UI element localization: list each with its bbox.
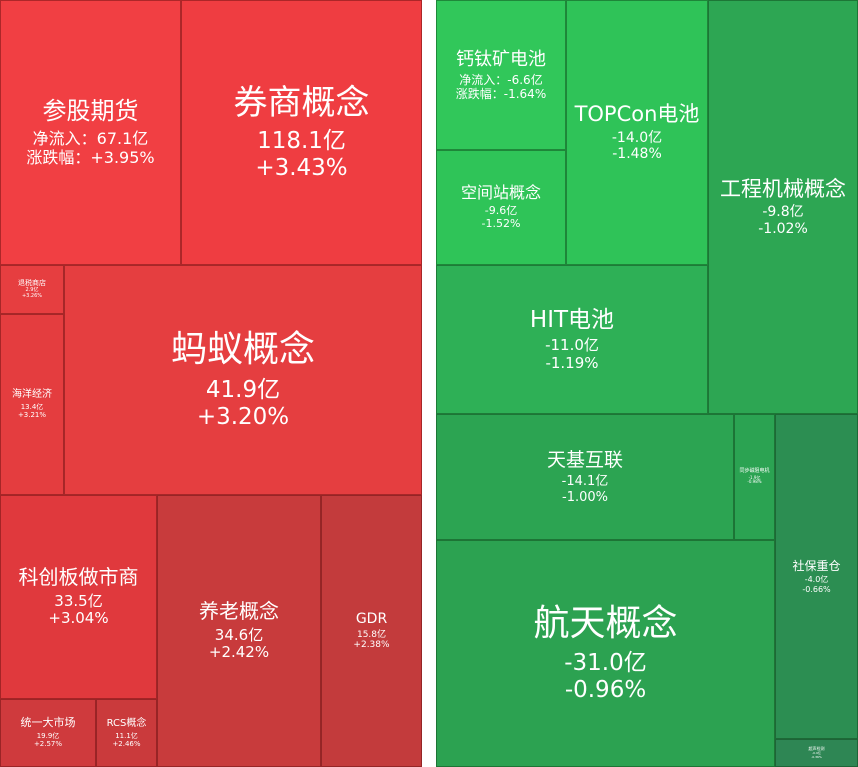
- tile-change: +2.38%: [353, 640, 390, 651]
- treemap-tile[interactable]: 空间站概念 -9.6亿 -1.52%: [436, 150, 566, 265]
- tile-change: +2.57%: [33, 740, 63, 749]
- tile-change: 涨跌幅：+3.95%: [26, 147, 155, 167]
- tile-name: 养老概念: [199, 599, 279, 624]
- treemap-tile[interactable]: 航天概念 -31.0亿 -0.96%: [436, 540, 775, 767]
- tile-inflow: 41.9亿: [205, 376, 281, 403]
- tile-name: 工程机械概念: [720, 176, 846, 201]
- treemap-tile[interactable]: 退税商店 2.9亿 +3.26%: [0, 265, 64, 314]
- tile-name: 统一大市场: [20, 716, 76, 730]
- tile-inflow: -9.8亿: [762, 204, 804, 221]
- tile-inflow: -31.0亿: [564, 650, 647, 677]
- tile-inflow: 19.9亿: [36, 732, 60, 741]
- treemap-tile[interactable]: 社保重仓 -4.0亿 -0.66%: [775, 414, 858, 739]
- treemap-tile[interactable]: 工程机械概念 -9.8亿 -1.02%: [708, 0, 858, 414]
- tile-name: TOPCon电池: [574, 102, 700, 127]
- tile-change: -0.98%: [747, 479, 762, 485]
- tile-name: 航天概念: [533, 602, 678, 644]
- tile-inflow: -14.1亿: [561, 474, 609, 490]
- tile-name: 同步磁阻电机: [739, 467, 770, 474]
- tile-change: 涨跌幅：-1.64%: [455, 87, 547, 102]
- tile-inflow: 净流入：-6.6亿: [459, 72, 543, 87]
- tile-name: 退税商店: [18, 278, 46, 287]
- tile-inflow: 13.4亿: [20, 403, 44, 412]
- tile-name: 超声检测: [808, 745, 825, 751]
- tile-inflow: -4.0亿: [804, 575, 829, 585]
- tile-change: -0.66%: [802, 584, 831, 594]
- tile-name: 社保重仓: [792, 558, 841, 573]
- tile-change: -1.19%: [545, 353, 599, 372]
- tile-name: GDR: [355, 611, 388, 628]
- treemap-tile[interactable]: 券商概念 118.1亿 +3.43%: [181, 0, 422, 265]
- treemap-tile[interactable]: TOPCon电池 -14.0亿 -1.48%: [566, 0, 708, 265]
- tile-name: 券商概念: [233, 82, 370, 123]
- tile-change: +3.26%: [21, 293, 43, 300]
- tile-change: -0.36%: [811, 754, 822, 759]
- tile-change: +3.21%: [17, 411, 47, 420]
- tile-change: -1.02%: [758, 220, 808, 237]
- tile-change: +2.42%: [208, 643, 270, 662]
- treemap-tile[interactable]: 参股期货 净流入：67.1亿 涨跌幅：+3.95%: [0, 0, 181, 265]
- treemap-tile[interactable]: 统一大市场 19.9亿 +2.57%: [0, 699, 96, 767]
- tile-name: HIT电池: [529, 306, 615, 333]
- tile-change: +3.43%: [255, 155, 348, 182]
- treemap-tile[interactable]: HIT电池 -11.0亿 -1.19%: [436, 265, 708, 414]
- treemap-tile[interactable]: RCS概念 11.1亿 +2.46%: [96, 699, 157, 767]
- tile-change: -1.52%: [481, 216, 521, 230]
- tile-inflow: 2.9亿: [25, 287, 39, 294]
- tile-inflow: -14.0亿: [611, 129, 663, 146]
- treemap-tile[interactable]: 海洋经济 13.4亿 +3.21%: [0, 314, 64, 495]
- tile-name: 参股期货: [42, 97, 139, 126]
- tile-inflow: 11.1亿: [115, 731, 138, 740]
- tile-inflow: -11.0亿: [545, 335, 599, 354]
- treemap-tile[interactable]: 同步磁阻电机 -1.9亿 -0.98%: [734, 414, 775, 540]
- tile-change: -0.96%: [564, 677, 647, 704]
- tile-name: RCS概念: [106, 717, 147, 729]
- treemap-tile[interactable]: 科创板做市商 33.5亿 +3.04%: [0, 495, 157, 699]
- tile-change: -1.00%: [562, 489, 608, 505]
- tile-name: 海洋经济: [12, 389, 52, 401]
- treemap-tile[interactable]: 养老概念 34.6亿 +2.42%: [157, 495, 321, 767]
- treemap-tile[interactable]: 蚂蚁概念 41.9亿 +3.20%: [64, 265, 422, 495]
- tile-change: +3.04%: [48, 609, 109, 628]
- tile-name: 蚂蚁概念: [170, 329, 315, 371]
- panel-divider: [422, 0, 436, 767]
- treemap-tile[interactable]: 钙钛矿电池净流入：-6.6亿 涨跌幅：-1.64%: [436, 0, 566, 150]
- tile-inflow: -0.9亿: [812, 751, 821, 756]
- tile-change: +2.46%: [112, 739, 141, 748]
- treemap-tile[interactable]: GDR 15.8亿 +2.38%: [321, 495, 422, 767]
- treemap-tile[interactable]: 超声检测 -0.9亿 -0.36%: [775, 739, 858, 767]
- tile-name: 空间站概念: [460, 183, 541, 203]
- tile-change: +3.20%: [196, 403, 290, 430]
- tile-inflow: 15.8亿: [356, 629, 387, 640]
- tile-inflow: 33.5亿: [54, 591, 103, 610]
- treemap-tile[interactable]: 天基互联 -14.1亿 -1.00%: [436, 414, 734, 540]
- tile-inflow: -9.6亿: [484, 203, 518, 217]
- tile-name: 科创板做市商: [18, 565, 139, 590]
- tile-inflow: 118.1亿: [257, 127, 346, 154]
- tile-name: 天基互联: [546, 448, 623, 471]
- tile-change: -1.48%: [612, 146, 662, 163]
- tile-inflow: -1.9亿: [748, 474, 761, 480]
- tile-name: 钙钛矿电池: [456, 48, 546, 70]
- tile-inflow: 34.6亿: [214, 625, 264, 644]
- tile-inflow: 净流入：67.1亿: [32, 128, 149, 148]
